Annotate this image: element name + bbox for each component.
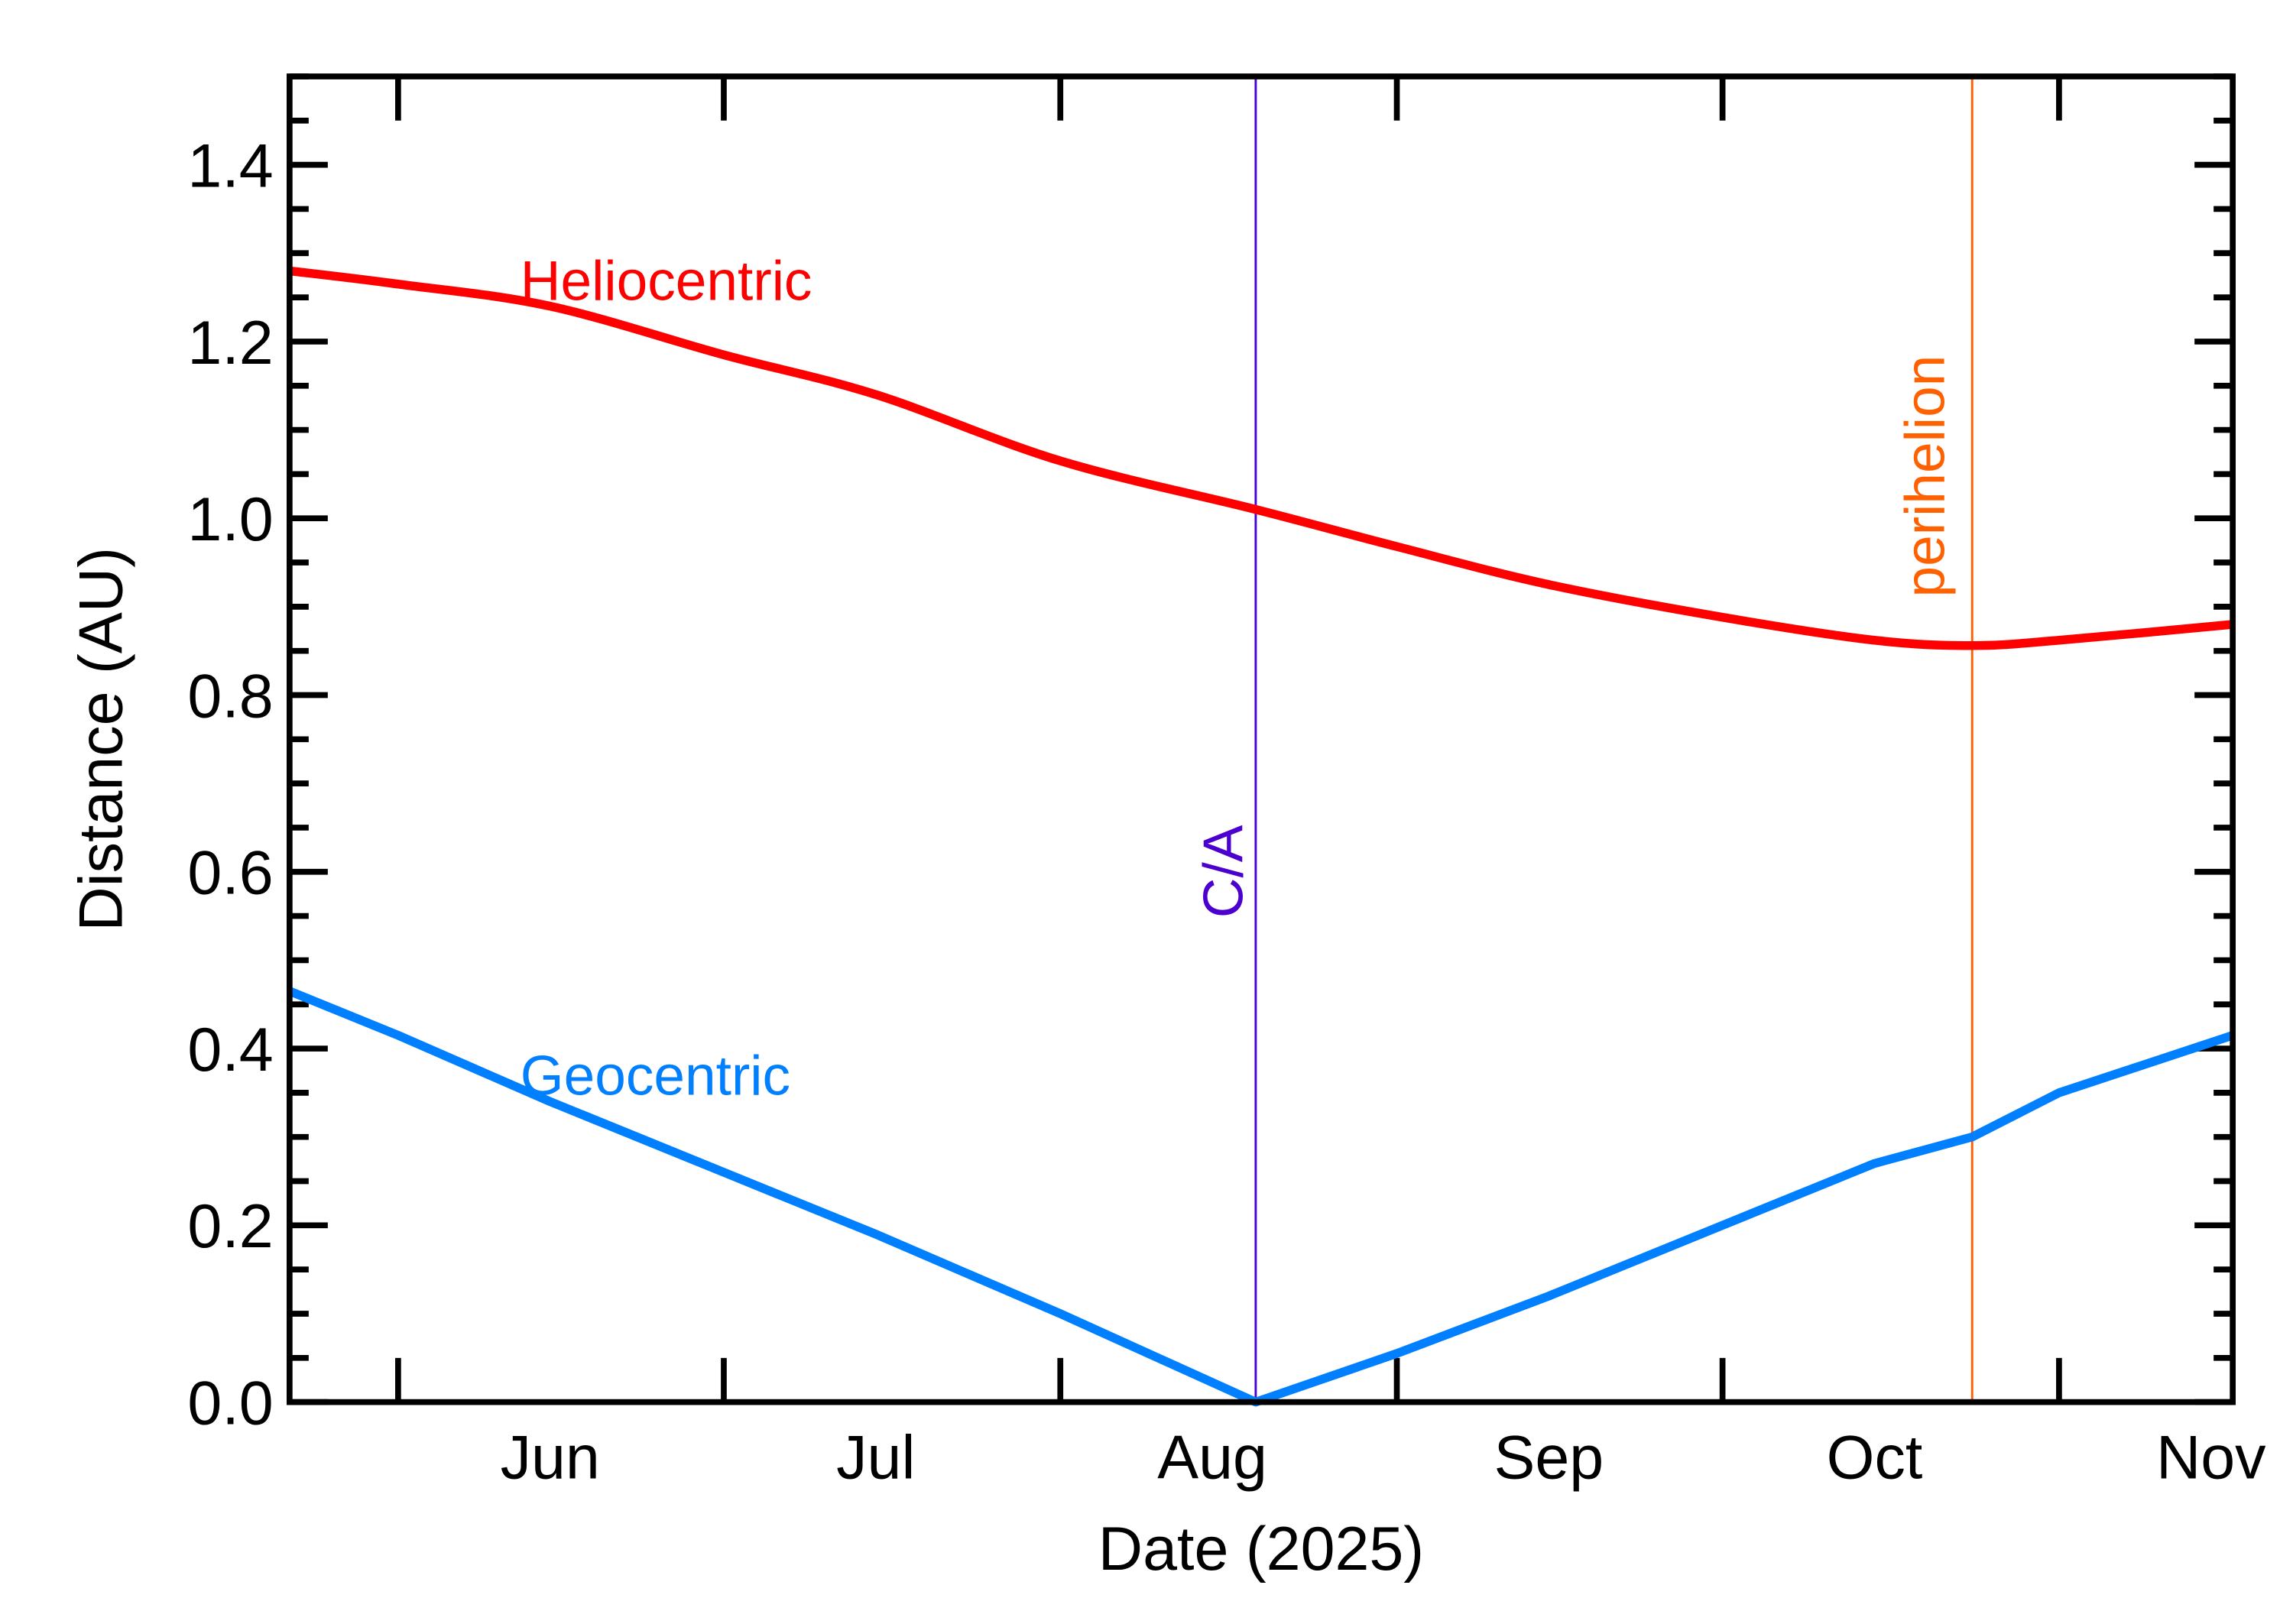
x-tick-label: Sep	[1494, 1424, 1604, 1493]
x-tick-label: Jul	[836, 1424, 915, 1493]
tick-labels: 0.0 0.2 0.4 0.6 0.8 1.0 1.2 1.4 Jun Jul Aug Sep Oct N…	[187, 131, 2266, 1492]
y-tick-label: 0.4	[187, 1016, 273, 1084]
annotation-ca-label: C/A	[1193, 825, 1255, 918]
series-label-heliocentric: Heliocentric	[521, 250, 812, 312]
plot-frame	[287, 73, 2236, 1405]
event-lines	[1254, 76, 1974, 1402]
y-tick-label: 0.8	[187, 662, 273, 731]
y-tick-label: 0.0	[187, 1369, 273, 1438]
x-axis-label: Date (2025)	[1098, 1515, 1424, 1583]
x-tick-label: Jun	[501, 1424, 600, 1493]
x-tick-label: Aug	[1157, 1424, 1267, 1493]
y-tick-label: 1.0	[187, 485, 273, 554]
annotation-perihelion-label: perihelion	[1895, 355, 1957, 598]
y-tick-label: 0.2	[187, 1192, 273, 1261]
y-tick-label: 1.4	[187, 131, 273, 200]
series-lines	[287, 266, 2234, 1407]
y-tick-label: 1.2	[187, 309, 273, 378]
series-line-heliocentric	[289, 266, 2233, 650]
y-tick-label: 0.6	[187, 839, 273, 908]
series-label-geocentric: Geocentric	[521, 1045, 790, 1107]
x-tick-label: Oct	[1827, 1424, 1923, 1493]
series-line-geocentric	[287, 987, 2234, 1407]
x-tick-label: Nov	[2156, 1424, 2266, 1493]
y-axis-label: Distance (AU)	[67, 547, 136, 932]
